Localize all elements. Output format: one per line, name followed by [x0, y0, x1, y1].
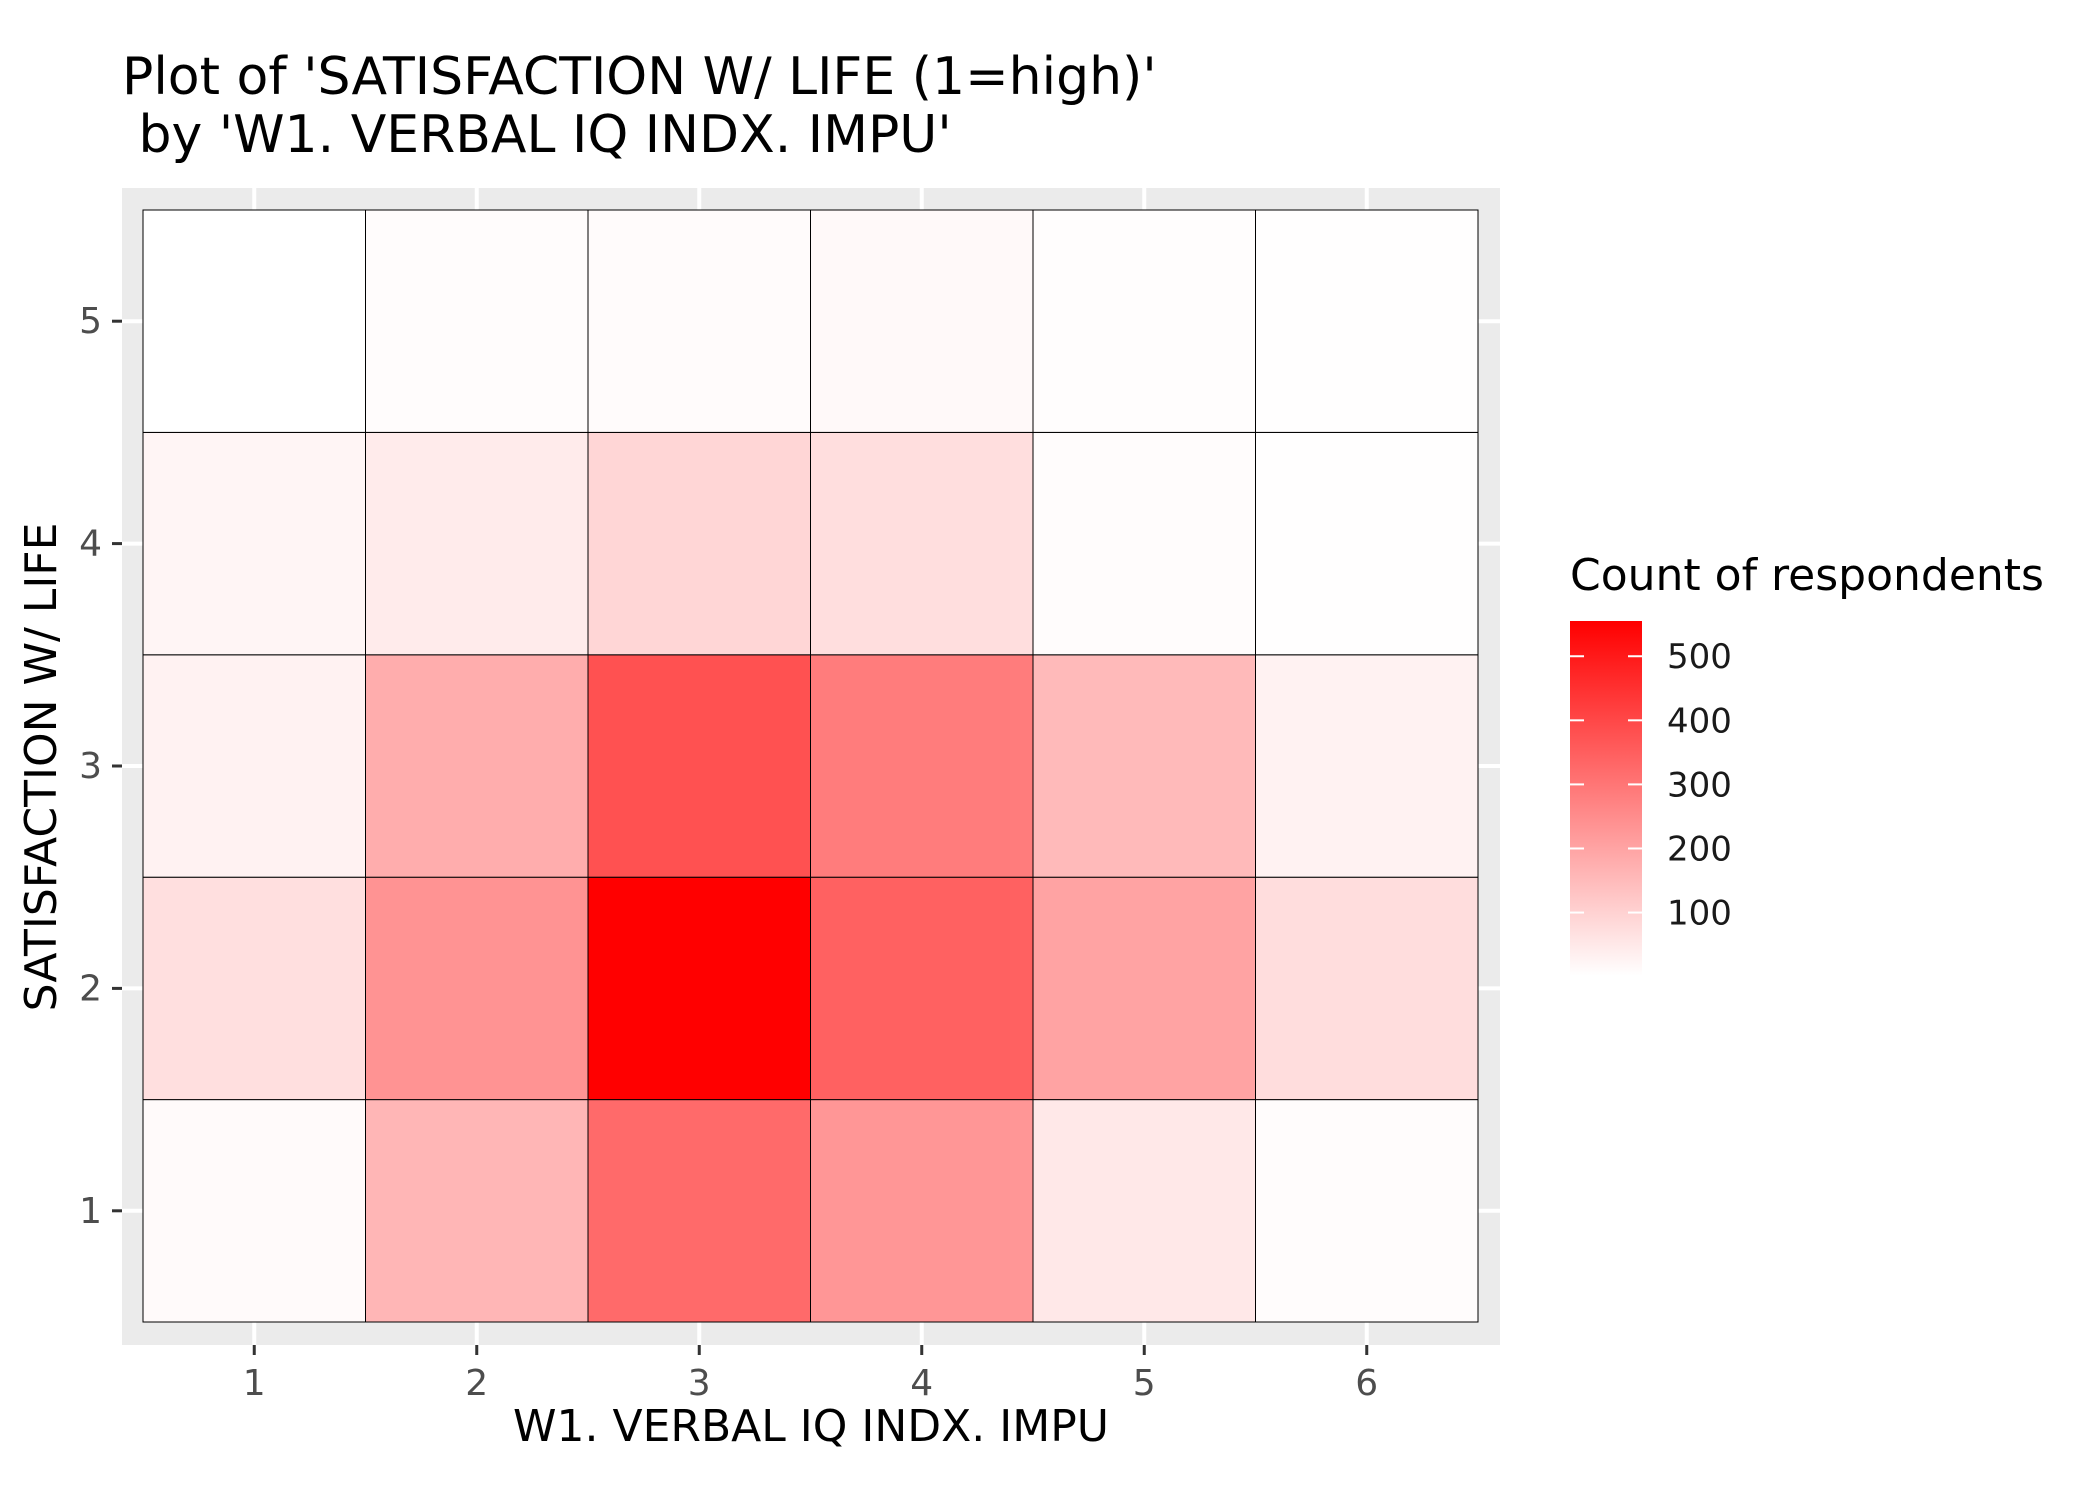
chart-title-line-1: Plot of 'SATISFACTION W/ LIFE (1=high)'	[122, 47, 1157, 107]
x-axis: 1 2 3 4 5 6	[243, 1345, 1378, 1404]
heatmap-tile-x6-y4	[1255, 431, 1479, 656]
heatmap-tile-x1-y1	[142, 1099, 366, 1323]
x-tick-label-5: 5	[1133, 1363, 1156, 1404]
heatmap-tile-x6-y1	[1255, 1099, 1479, 1323]
x-tick-label-4: 4	[910, 1363, 933, 1404]
heatmap-tile-x1-y2	[142, 876, 366, 1101]
heatmap-tile-x3-y2	[587, 876, 811, 1101]
legend-title: Count of respondents	[1570, 550, 2044, 601]
legend-label-300: 300	[1667, 765, 1732, 805]
heatmap-tile-x5-y1	[1032, 1099, 1256, 1323]
heatmap-tile-x1-y3	[142, 654, 366, 878]
heatmap-tile-x2-y1	[365, 1099, 589, 1323]
heatmap-tiles	[142, 209, 1479, 1323]
y-tick-label-4: 4	[79, 524, 102, 565]
legend-colorbar	[1570, 621, 1642, 976]
heatmap-tile-x4-y4	[810, 431, 1034, 656]
heatmap-tile-x3-y1	[587, 1099, 811, 1323]
heatmap-tile-x4-y3	[810, 654, 1034, 878]
heatmap-tile-x4-y5	[810, 209, 1034, 433]
legend: Count of respondents 100 200 300 400 500	[1570, 550, 2044, 976]
x-tick-label-6: 6	[1355, 1363, 1378, 1404]
heatmap-tile-x3-y5	[587, 209, 811, 433]
heatmap-tile-x4-y1	[810, 1099, 1034, 1323]
heatmap-tile-x5-y4	[1032, 431, 1256, 656]
heatmap-tile-x4-y2	[810, 876, 1034, 1101]
y-axis: 1 2 3 4 5	[79, 301, 122, 1232]
legend-label-400: 400	[1667, 701, 1732, 741]
x-tick-label-1: 1	[243, 1363, 266, 1404]
y-tick-label-1: 1	[79, 1191, 102, 1232]
heatmap-tile-x2-y3	[365, 654, 589, 878]
x-tick-label-3: 3	[688, 1363, 711, 1404]
heatmap-tile-x5-y3	[1032, 654, 1256, 878]
legend-label-500: 500	[1667, 637, 1732, 677]
heatmap-tile-x1-y5	[142, 209, 366, 433]
heatmap-tile-x1-y4	[142, 431, 366, 656]
y-axis-title: SATISFACTION W/ LIFE	[16, 523, 67, 1012]
heatmap-tile-x2-y4	[365, 431, 589, 656]
legend-label-100: 100	[1667, 894, 1732, 934]
legend-label-200: 200	[1667, 829, 1732, 869]
heatmap-tile-x6-y5	[1255, 209, 1479, 433]
y-tick-label-2: 2	[79, 968, 102, 1009]
heatmap-tile-x3-y3	[587, 654, 811, 878]
heatmap-tile-x5-y2	[1032, 876, 1256, 1101]
y-tick-label-5: 5	[79, 301, 102, 342]
heatmap-tile-x5-y5	[1032, 209, 1256, 433]
heatmap-tile-x2-y5	[365, 209, 589, 433]
heatmap-tile-x6-y2	[1255, 876, 1479, 1101]
heatmap-tile-x3-y4	[587, 431, 811, 656]
heatmap-tile-x6-y3	[1255, 654, 1479, 878]
chart-title-line-2: by 'W1. VERBAL IQ INDX. IMPU'	[122, 105, 952, 165]
heatmap-tile-x2-y2	[365, 876, 589, 1101]
x-tick-label-2: 2	[465, 1363, 488, 1404]
y-tick-label-3: 3	[79, 746, 102, 787]
x-axis-title: W1. VERBAL IQ INDX. IMPU	[513, 1401, 1109, 1452]
